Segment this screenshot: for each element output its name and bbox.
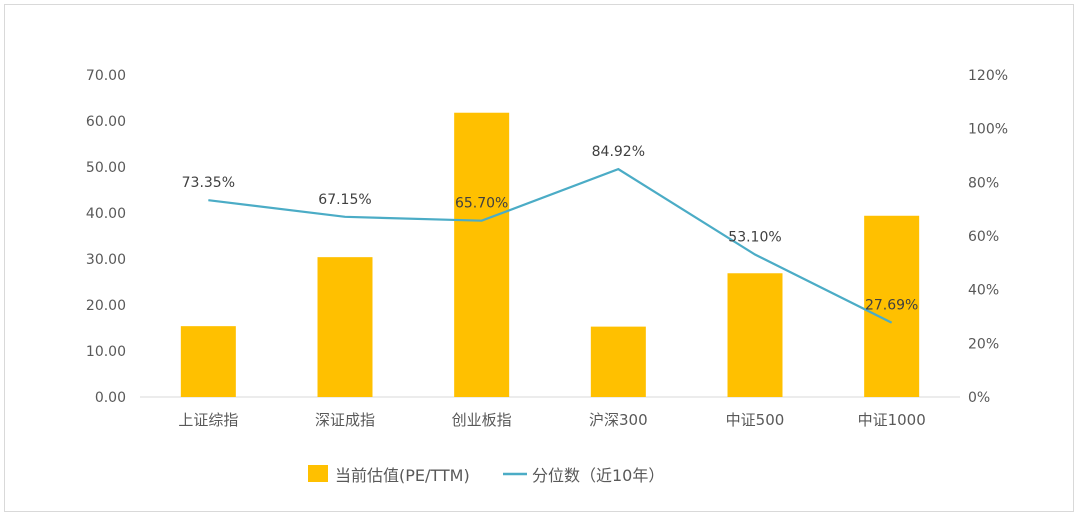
legend-line-label: 分位数（近10年） (532, 466, 664, 485)
percentile-data-label: 27.69% (865, 298, 918, 314)
category-label: 创业板指 (452, 411, 512, 429)
right-tick-label: 40% (968, 283, 999, 299)
category-label: 沪深300 (589, 411, 648, 429)
right-axis-ticks: 0% 20% 40% 60% 80% 100% 120% (968, 68, 1008, 406)
percentile-data-label: 84.92% (592, 144, 645, 160)
left-tick-label: 0.00 (95, 390, 126, 406)
percentile-line (208, 167, 893, 324)
left-tick-label: 50.00 (86, 160, 126, 176)
category-label: 深证成指 (315, 411, 375, 429)
legend-bar-swatch (308, 465, 328, 482)
category-label: 中证500 (726, 411, 785, 429)
pe-bar (864, 215, 920, 397)
pe-bar (727, 273, 783, 397)
pe-bar (317, 257, 373, 397)
percentile-data-label: 65.70% (455, 196, 508, 212)
percentile-data-label: 53.10% (728, 230, 781, 246)
line-data-labels: 73.35% 67.15% 65.70% 84.92% 53.10% 27.69% (182, 144, 919, 314)
percentile-data-label: 73.35% (182, 175, 235, 191)
left-tick-label: 70.00 (86, 68, 126, 84)
right-tick-label: 0% (968, 390, 990, 406)
left-tick-label: 40.00 (86, 206, 126, 222)
left-tick-label: 60.00 (86, 114, 126, 130)
right-tick-label: 60% (968, 229, 999, 245)
bar-series (180, 112, 920, 397)
category-label: 中证1000 (858, 411, 926, 429)
left-tick-label: 10.00 (86, 344, 126, 360)
right-tick-label: 100% (968, 122, 1008, 138)
pe-bar (454, 112, 510, 397)
legend: 当前估值(PE/TTM) 分位数（近10年） (308, 465, 664, 485)
left-tick-label: 30.00 (86, 252, 126, 268)
right-tick-label: 120% (968, 68, 1008, 84)
right-tick-label: 80% (968, 175, 999, 191)
left-axis-ticks: 0.00 10.00 20.00 30.00 40.00 50.00 60.00 70.00 (86, 68, 126, 406)
legend-bar-label: 当前估值(PE/TTM) (335, 466, 470, 485)
category-label: 上证综指 (178, 411, 238, 429)
left-tick-label: 20.00 (86, 298, 126, 314)
pe-bar (180, 326, 236, 397)
category-labels: 上证综指 深证成指 创业板指 沪深300 中证500 中证1000 (178, 411, 925, 429)
right-tick-label: 20% (968, 336, 999, 352)
pe-bar (590, 326, 646, 397)
percentile-data-label: 67.15% (318, 192, 371, 208)
